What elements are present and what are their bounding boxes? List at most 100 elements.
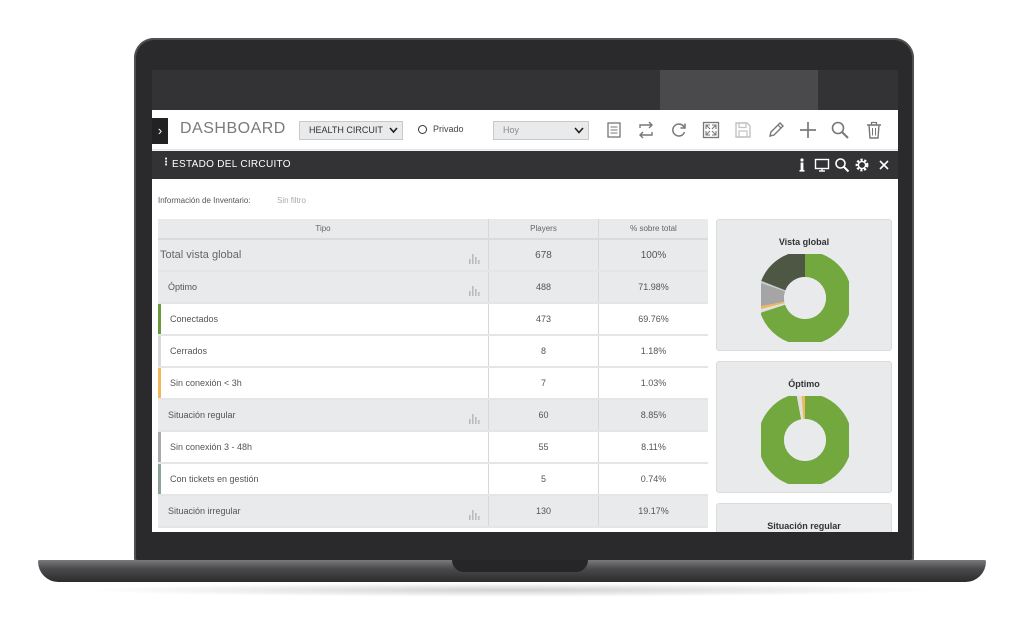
bar-chart-icon[interactable]	[469, 283, 480, 296]
table-row[interactable]: Situación irregular 130 19.17%	[158, 496, 708, 528]
cell-pct: 71.98%	[638, 282, 669, 292]
cell-pct: 0.74%	[640, 474, 667, 484]
edit-icon[interactable]	[766, 120, 786, 140]
swap-icon[interactable]	[636, 120, 656, 140]
filter-value[interactable]: Sin filtro	[277, 196, 306, 205]
circuit-select-value: HEALTH CIRCUIT	[309, 125, 383, 135]
page-title: DASHBOARD	[180, 120, 286, 137]
circuit-table: Tipo Players % sobre total Total vista g…	[158, 219, 708, 528]
donut-chart-card: Vista global	[716, 219, 892, 351]
cell-pct: 100%	[640, 249, 667, 261]
bar-chart-icon[interactable]	[469, 251, 480, 264]
row-status-accent	[158, 336, 161, 366]
donut-slice	[761, 254, 849, 342]
cell-tipo: Con tickets en gestión	[158, 464, 489, 494]
cell-pct: 8.11%	[641, 442, 666, 452]
close-icon[interactable]	[876, 157, 892, 173]
bar-chart-icon[interactable]	[469, 507, 480, 520]
save-icon[interactable]	[733, 120, 753, 140]
cell-players: 473	[489, 304, 599, 334]
donut-chart	[761, 254, 849, 342]
top-bar-block	[660, 70, 818, 110]
cell-players: 678	[489, 240, 599, 270]
trash-icon[interactable]	[864, 120, 884, 140]
donut-slice	[761, 254, 849, 342]
donut-chart-card: Situación regular	[716, 503, 892, 532]
app-screen: › DASHBOARD HEALTH CIRCUIT Privado Hoy	[152, 70, 898, 532]
column-header-pct[interactable]: % sobre total	[630, 224, 677, 233]
cell-tipo: Situación irregular	[158, 496, 489, 526]
cell-tipo: Óptimo	[158, 272, 489, 302]
cell-players: 130	[489, 496, 599, 526]
table-row[interactable]: Sin conexión 3 - 48h 55 8.11%	[158, 432, 708, 464]
cell-tipo: Sin conexión < 3h	[158, 368, 489, 398]
table-row[interactable]: Óptimo 488 71.98%	[158, 272, 708, 304]
cell-players: 60	[489, 400, 599, 430]
chevron-down-icon	[389, 122, 398, 145]
row-status-accent	[158, 368, 161, 398]
donut-chart	[761, 396, 849, 484]
cell-players: 5	[489, 464, 599, 494]
privacy-label: Privado	[433, 124, 464, 134]
date-select-value: Hoy	[503, 125, 520, 135]
donut-slice	[761, 396, 849, 484]
cell-tipo: Cerrados	[158, 336, 489, 366]
search-icon[interactable]	[830, 120, 850, 140]
row-status-accent	[158, 464, 161, 494]
panel-menu-icon[interactable]: ⋮	[161, 157, 171, 168]
cell-players: 8	[489, 336, 599, 366]
chart-title: Situación regular	[767, 521, 841, 531]
table-row[interactable]: Situación regular 60 8.85%	[158, 400, 708, 432]
chart-title: Óptimo	[788, 379, 820, 389]
cell-pct: 8.85%	[640, 410, 667, 420]
cell-pct: 1.18%	[640, 346, 667, 356]
donut-hole	[784, 419, 826, 461]
table-row[interactable]: Conectados 473 69.76%	[158, 304, 708, 336]
table-row[interactable]: Con tickets en gestión 5 0.74%	[158, 464, 708, 496]
cell-pct: 1.03%	[640, 378, 667, 388]
table-row[interactable]: Sin conexión < 3h 7 1.03%	[158, 368, 708, 400]
column-header-players[interactable]: Players	[489, 219, 599, 238]
cell-pct: 19.17%	[638, 506, 669, 516]
cell-players: 488	[489, 272, 599, 302]
laptop-notch	[452, 560, 588, 572]
add-icon[interactable]	[798, 120, 818, 140]
column-header-tipo[interactable]: Tipo	[158, 219, 489, 238]
refresh-icon[interactable]	[669, 120, 689, 140]
panel-title: ESTADO DEL CIRCUITO	[172, 159, 291, 170]
row-status-accent	[158, 432, 161, 462]
laptop-shadow	[80, 583, 944, 597]
filter-label: Información de Inventario:	[158, 196, 251, 205]
circuit-select[interactable]: HEALTH CIRCUIT	[299, 121, 403, 140]
panel-header: ⋮ ESTADO DEL CIRCUITO	[152, 151, 898, 179]
chevron-down-icon	[574, 122, 584, 145]
row-status-accent	[158, 304, 161, 334]
table-row[interactable]: Total vista global 678 100%	[158, 240, 708, 272]
bar-chart-icon[interactable]	[469, 411, 480, 424]
gear-icon[interactable]	[854, 157, 870, 173]
donut-hole	[784, 277, 826, 319]
sidebar-toggle-button[interactable]: ›	[152, 118, 168, 144]
cell-tipo: Sin conexión 3 - 48h	[158, 432, 489, 462]
info-icon[interactable]	[794, 157, 810, 173]
table-row[interactable]: Cerrados 8 1.18%	[158, 336, 708, 368]
list-icon[interactable]	[604, 120, 624, 140]
table-header-row: Tipo Players % sobre total	[158, 219, 708, 240]
cell-tipo: Conectados	[158, 304, 489, 334]
cell-tipo: Situación regular	[158, 400, 489, 430]
cell-tipo: Total vista global	[158, 240, 489, 270]
cell-players: 7	[489, 368, 599, 398]
chart-title: Vista global	[778, 237, 830, 247]
top-bar	[152, 70, 898, 110]
cell-players: 55	[489, 432, 599, 462]
date-select[interactable]: Hoy	[493, 121, 589, 140]
fullscreen-icon[interactable]	[701, 120, 721, 140]
panel-content: Información de Inventario: Sin filtro Ti…	[152, 179, 898, 532]
dashboard-toolbar: › DASHBOARD HEALTH CIRCUIT Privado Hoy	[152, 110, 898, 150]
privacy-radio[interactable]	[418, 125, 427, 134]
panel-search-icon[interactable]	[834, 157, 850, 173]
donut-chart-card: Óptimo	[716, 361, 892, 493]
monitor-icon[interactable]	[814, 157, 830, 173]
cell-pct: 69.76%	[638, 314, 669, 324]
